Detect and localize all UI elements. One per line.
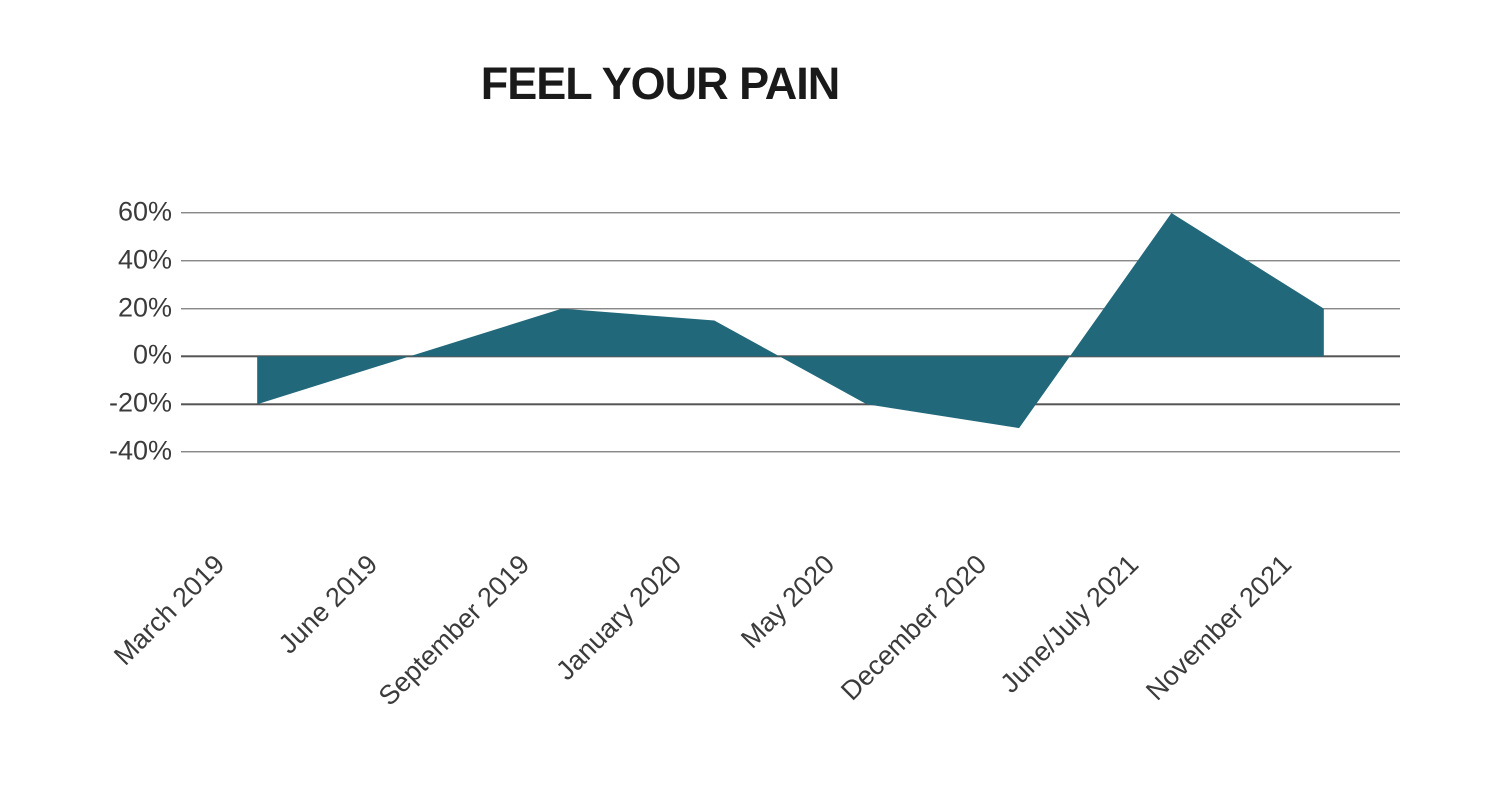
x-axis-category-label: June 2019 bbox=[272, 549, 383, 660]
y-axis-tick-label: 60% bbox=[117, 196, 172, 227]
y-axis-tick-label: 0% bbox=[132, 339, 172, 370]
y-axis-tick-label: 20% bbox=[117, 291, 172, 322]
x-axis-category-label: June/July 2021 bbox=[994, 549, 1145, 699]
x-axis-category-label: March 2019 bbox=[108, 549, 231, 672]
gridline bbox=[181, 403, 1400, 405]
chart-title: FEEL YOUR PAIN bbox=[480, 58, 841, 109]
gridline bbox=[181, 212, 1400, 214]
gridline bbox=[181, 451, 1400, 453]
area-series bbox=[257, 213, 1324, 429]
x-axis-category-label: November 2021 bbox=[1139, 549, 1298, 707]
x-axis-category-label: January 2020 bbox=[550, 549, 688, 686]
x-axis-category-label: September 2019 bbox=[372, 549, 536, 712]
gridline bbox=[181, 260, 1400, 262]
x-axis-category-label: May 2020 bbox=[734, 549, 840, 655]
y-axis-tick-label: -40% bbox=[108, 435, 172, 466]
gridline bbox=[181, 307, 1400, 310]
area-polygon bbox=[257, 213, 1324, 429]
x-axis-category-label: December 2020 bbox=[835, 549, 993, 707]
y-axis-tick-label: -20% bbox=[108, 387, 172, 418]
gridline bbox=[181, 355, 1400, 358]
y-axis-tick-label: 40% bbox=[117, 244, 172, 275]
